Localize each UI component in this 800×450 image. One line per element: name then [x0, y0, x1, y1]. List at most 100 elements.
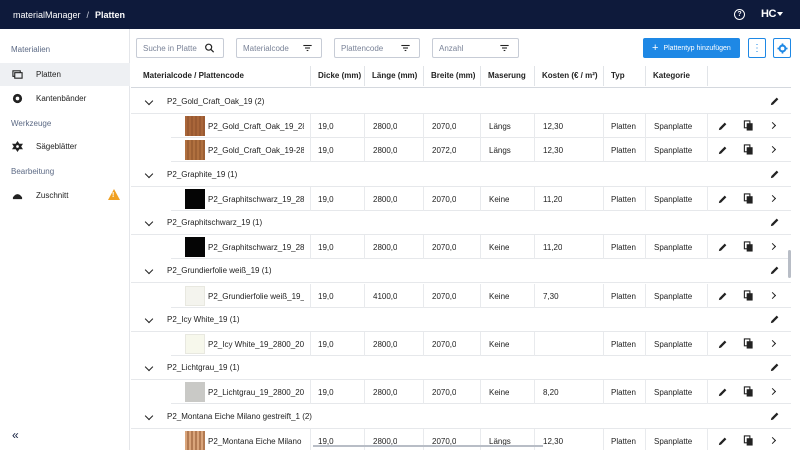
- chevron-right-icon[interactable]: [768, 194, 777, 202]
- company-logo[interactable]: HC: [761, 8, 776, 20]
- column-header[interactable]: Breite (mm): [431, 71, 476, 80]
- search-input[interactable]: [143, 43, 203, 53]
- copy-icon[interactable]: [743, 193, 754, 205]
- table-row[interactable]: P2_Gold_Craft_Oak_19_2800 19,0 2800,0 2070,…: [171, 114, 791, 139]
- cell-divider: [534, 380, 535, 405]
- add-plattentyp-button[interactable]: + Plattentyp hinzufügen: [643, 38, 740, 58]
- search-input-wrapper[interactable]: [136, 38, 224, 58]
- edit-icon[interactable]: [769, 96, 780, 107]
- sidebar-item-saegeblaetter[interactable]: Sägeblätter: [0, 135, 130, 158]
- chevron-down-icon[interactable]: [144, 314, 154, 324]
- column-divider[interactable]: [707, 66, 708, 86]
- table-row[interactable]: P2_Grundierfolie weiß_19_4100 19,0 4100,0 2…: [171, 283, 791, 308]
- chevron-down-icon[interactable]: [144, 266, 154, 275]
- copy-icon[interactable]: [743, 241, 754, 253]
- column-divider[interactable]: [645, 66, 646, 86]
- chevron-down-icon[interactable]: [144, 411, 154, 420]
- copy-icon[interactable]: [743, 120, 754, 132]
- breadcrumb-app[interactable]: materialManager: [13, 9, 81, 20]
- material-swatch: [185, 334, 205, 354]
- edit-icon[interactable]: [769, 411, 780, 422]
- group-row[interactable]: P2_Montana Eiche Milano gestreift_1 (2): [131, 405, 791, 429]
- edit-icon[interactable]: [717, 436, 728, 447]
- column-header[interactable]: Materialcode / Plattencode: [143, 71, 244, 80]
- group-label: P2_Montana Eiche Milano gestreift_1 (2): [167, 411, 312, 421]
- group-row[interactable]: P2_Graphitschwarz_19 (1): [131, 211, 791, 235]
- group-row[interactable]: P2_Graphite_19 (1): [131, 163, 791, 187]
- table-row[interactable]: P2_Graphitschwarz_19_2800 19,0 2800,0 2070,…: [171, 186, 791, 211]
- edit-icon[interactable]: [769, 265, 780, 276]
- cell-divider: [364, 114, 365, 139]
- edit-icon[interactable]: [717, 121, 728, 132]
- edit-icon[interactable]: [769, 217, 780, 228]
- sidebar-item-zuschnitt[interactable]: Zuschnitt !: [0, 184, 130, 207]
- edit-icon[interactable]: [769, 362, 780, 373]
- cutting-icon: [12, 194, 23, 200]
- edit-icon[interactable]: [717, 194, 728, 205]
- copy-icon[interactable]: [743, 435, 754, 447]
- column-divider[interactable]: [480, 66, 481, 86]
- chevron-right-icon[interactable]: [768, 291, 777, 299]
- group-row[interactable]: P2_Icy White_19 (1): [131, 308, 791, 332]
- column-divider[interactable]: [310, 66, 311, 86]
- group-row[interactable]: P2_Lichtgrau_19 (1): [131, 356, 791, 381]
- column-header[interactable]: Kategorie: [653, 71, 690, 80]
- chevron-right-icon[interactable]: [768, 243, 777, 251]
- column-divider[interactable]: [603, 66, 604, 86]
- more-options-button[interactable]: ⋮: [748, 38, 766, 58]
- filter-icon: [303, 44, 312, 52]
- edit-icon[interactable]: [717, 339, 728, 350]
- chevron-right-icon[interactable]: [768, 436, 777, 444]
- chevron-right-icon[interactable]: [768, 388, 777, 396]
- column-header[interactable]: Maserung: [488, 71, 526, 80]
- search-icon[interactable]: [204, 43, 215, 53]
- table-row[interactable]: P2_Gold_Craft_Oak_19-2800 19,0 2800,0 2072,…: [171, 138, 791, 163]
- sidebar-item-platten[interactable]: Platten: [0, 63, 130, 86]
- cell-laenge: 2800,0: [373, 146, 398, 156]
- chevron-right-icon[interactable]: [768, 146, 777, 154]
- edit-icon[interactable]: [717, 387, 728, 398]
- table-row[interactable]: P2_Montana Eiche Milano gestreift 19,0 280…: [171, 428, 791, 450]
- edit-icon[interactable]: [717, 145, 728, 156]
- cell-breite: 2070,0: [432, 291, 457, 301]
- chevron-down-icon[interactable]: [777, 12, 783, 16]
- edit-icon[interactable]: [717, 291, 728, 302]
- filter-label: Plattencode: [341, 43, 384, 53]
- chevron-down-icon[interactable]: [144, 169, 154, 178]
- edit-icon[interactable]: [717, 242, 728, 253]
- cell-divider: [603, 332, 604, 356]
- chevron-right-icon[interactable]: [768, 339, 777, 348]
- collapse-sidebar-icon[interactable]: «: [12, 428, 19, 442]
- table-row[interactable]: P2_Lichtgrau_19_2800_2070 19,0 2800,0 2070,…: [171, 380, 791, 405]
- table-row[interactable]: P2_Icy White_19_2800_2070 19,0 2800,0 2070,…: [171, 332, 791, 356]
- group-row[interactable]: P2_Grundierfolie weiß_19 (1): [131, 259, 791, 284]
- column-header[interactable]: Länge (mm): [372, 71, 418, 80]
- column-divider[interactable]: [534, 66, 535, 86]
- group-row[interactable]: P2_Gold_Craft_Oak_19 (2): [131, 90, 791, 114]
- edit-icon[interactable]: [769, 169, 780, 180]
- column-header[interactable]: Kosten (€ / m²): [542, 71, 598, 80]
- chevron-down-icon[interactable]: [144, 217, 154, 227]
- column-header[interactable]: Typ: [611, 71, 625, 80]
- column-divider[interactable]: [364, 66, 365, 86]
- chevron-down-icon[interactable]: [144, 96, 154, 106]
- horizontal-scrollbar[interactable]: [313, 445, 543, 447]
- anzahl-filter[interactable]: Anzahl: [432, 38, 519, 58]
- settings-button[interactable]: [773, 38, 791, 58]
- edit-icon[interactable]: [769, 314, 780, 325]
- sidebar-item-kantenbaender[interactable]: Kantenbänder: [0, 87, 130, 110]
- copy-icon[interactable]: [743, 386, 754, 398]
- chevron-down-icon[interactable]: [144, 362, 154, 372]
- chevron-right-icon[interactable]: [768, 122, 777, 130]
- column-divider[interactable]: [423, 66, 424, 86]
- vertical-scrollbar[interactable]: [788, 250, 791, 278]
- column-header[interactable]: Dicke (mm): [318, 71, 362, 80]
- plattencode-filter[interactable]: Plattencode: [334, 38, 420, 58]
- table-row[interactable]: P2_Graphitschwarz_19_2800 19,0 2800,0 2070,…: [171, 235, 791, 260]
- copy-icon[interactable]: [743, 289, 754, 302]
- help-circle-icon[interactable]: ?: [734, 9, 745, 20]
- copy-icon[interactable]: [743, 338, 754, 350]
- copy-icon[interactable]: [743, 144, 754, 156]
- materialcode-filter[interactable]: Materialcode: [236, 38, 322, 58]
- cell-laenge: 4100,0: [373, 291, 398, 301]
